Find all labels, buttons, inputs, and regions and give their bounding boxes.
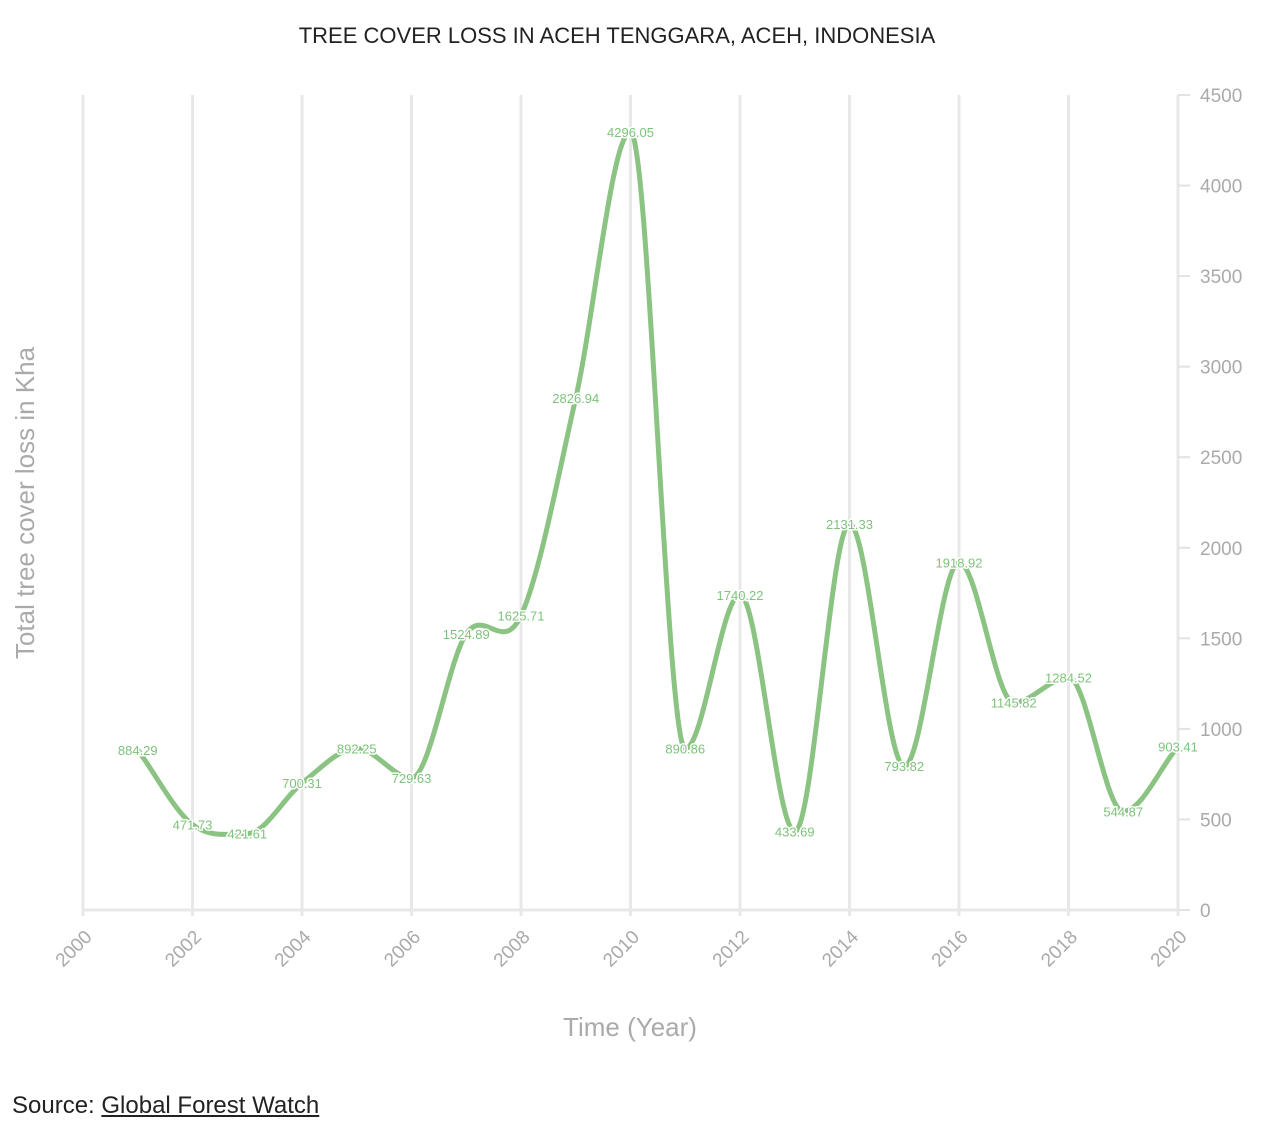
grid [81,95,1180,916]
data-label: 1918.92 [936,555,983,570]
x-tick-label: 2016 [928,927,973,972]
x-tick-label: 2000 [52,927,97,972]
y-tick-label: 2000 [1200,539,1242,560]
data-labels: 884.29 471.73 421.61 700.31 892.25 729.63 1524… [116,123,1199,843]
x-tick-label: 2020 [1147,927,1192,972]
data-label: 1145.82 [991,695,1037,710]
y-tick-label: 1000 [1200,720,1242,741]
x-tick-label: 2014 [818,926,863,971]
y-tick-label: 3500 [1200,267,1242,288]
series-line [135,129,1181,837]
source-note: Source: Global Forest Watch [12,1092,319,1120]
data-label: 544.87 [1103,804,1143,819]
y-tick-label: 0 [1200,901,1211,922]
x-tick-label: 2010 [599,927,644,972]
x-tick-label: 2004 [271,926,316,971]
data-label: 1524.89 [443,627,490,642]
data-label: 1740.22 [717,588,764,603]
y-tick-label: 500 [1200,810,1232,831]
source-label: Source: [12,1092,95,1119]
data-label: 2131.33 [826,517,873,532]
y-axis-title: Total tree cover loss in Kha [10,346,40,659]
x-axis-ticks: 2000 2002 2004 2006 2008 2010 2012 2014 2016 2018… [52,926,1192,971]
data-label: 1625.71 [498,609,545,624]
y-tick-label: 2500 [1200,448,1242,469]
y-axis-ticks: 0 500 1000 1500 2000 2500 3000 3500 4000 4500 [1178,86,1242,922]
data-label: 1284.52 [1045,670,1092,685]
data-label: 433.69 [775,824,815,839]
source-link[interactable]: Global Forest Watch [101,1092,320,1119]
y-tick-label: 4500 [1200,86,1242,107]
tree-cover-loss-chart: TREE COVER LOSS IN ACEH TENGGARA, ACEH, … [10,23,1242,1042]
chart-title: TREE COVER LOSS IN ACEH TENGGARA, ACEH, … [299,23,936,48]
data-label: 471.73 [173,818,213,833]
data-label: 793.82 [884,759,924,774]
data-label: 892.25 [337,741,377,756]
data-label: 4296.05 [607,125,654,140]
data-label: 890.86 [665,742,705,757]
y-tick-label: 1500 [1200,629,1242,650]
y-tick-label: 3000 [1200,358,1242,379]
data-label: 700.31 [282,776,322,791]
data-label: 903.41 [1158,739,1198,754]
x-tick-label: 2012 [709,927,754,972]
data-label: 884.29 [118,743,158,758]
x-tick-label: 2008 [490,927,535,972]
y-tick-label: 4000 [1200,177,1242,198]
x-tick-label: 2002 [161,927,206,972]
x-axis-title: Time (Year) [563,1012,697,1042]
x-tick-label: 2006 [380,927,425,972]
data-label: 421.61 [227,827,267,842]
x-tick-label: 2018 [1037,927,1082,972]
data-label: 2826.94 [552,391,599,406]
data-label: 729.63 [392,771,432,786]
